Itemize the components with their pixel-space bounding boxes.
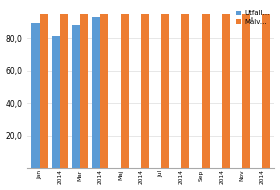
Bar [161,14,169,168]
Bar [242,14,250,168]
Bar [60,14,68,168]
Bar [121,14,129,168]
Bar [80,14,88,168]
Bar [262,14,270,168]
Legend: Utfall..., Målv...: Utfall..., Målv... [234,9,271,27]
Bar [39,14,48,168]
Bar [72,25,80,168]
Bar [92,17,100,168]
Bar [222,14,230,168]
Bar [202,14,210,168]
Bar [100,14,108,168]
Bar [141,14,149,168]
Bar [181,14,189,168]
Bar [31,23,39,168]
Bar [52,36,60,168]
